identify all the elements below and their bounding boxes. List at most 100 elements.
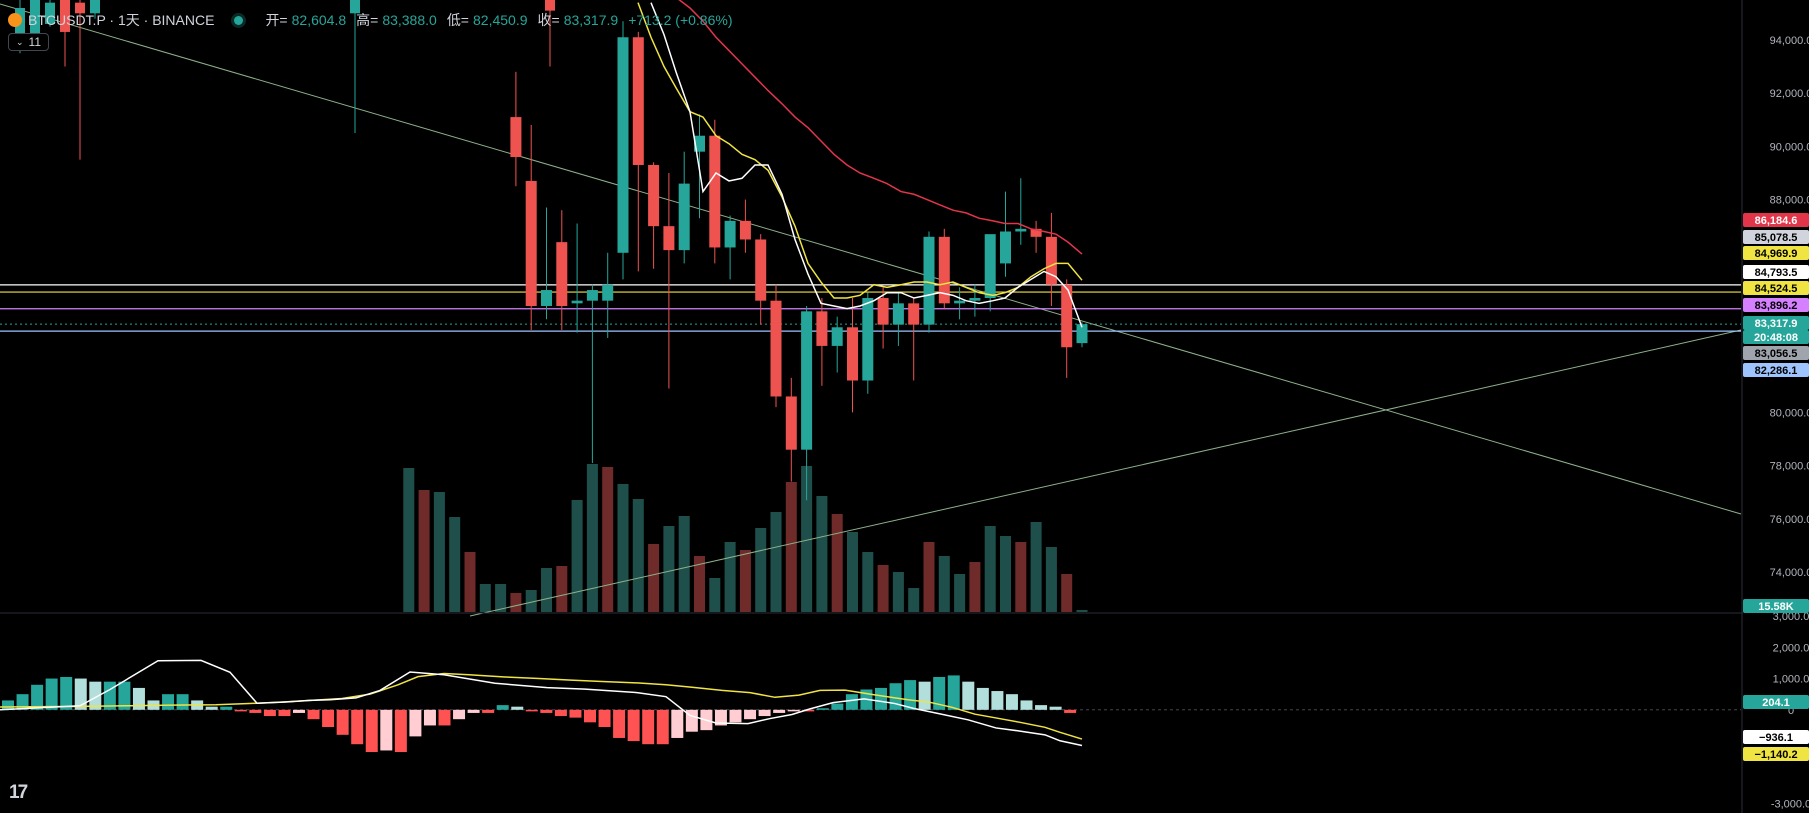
candle-body xyxy=(969,298,981,301)
candle-body xyxy=(954,300,966,304)
volume-bar xyxy=(816,496,828,612)
close-value: 83,317.9 xyxy=(563,12,619,28)
volume-bar xyxy=(739,550,751,612)
macd-histogram-bar xyxy=(249,709,262,713)
macd-histogram-bar xyxy=(554,709,567,717)
candle-body xyxy=(75,2,85,14)
macd-histogram-bar xyxy=(89,681,102,710)
volume-bar xyxy=(1061,574,1073,612)
macd-histogram-bar xyxy=(60,676,73,710)
macd-histogram-bar xyxy=(947,675,960,710)
macd-histogram-bar xyxy=(991,691,1004,710)
volume-bar xyxy=(770,512,782,612)
macd-histogram-bar xyxy=(307,709,320,720)
indicator-count: 11 xyxy=(28,35,42,49)
macd-histogram-bar xyxy=(162,694,175,710)
volume-bar xyxy=(755,528,767,612)
candle-body xyxy=(602,284,614,301)
price-tag-bg xyxy=(1743,281,1809,295)
candle-body xyxy=(694,135,705,152)
macd-histogram-bar xyxy=(787,709,800,712)
macd-tick-label: 2,000.0 xyxy=(1773,642,1809,654)
macd-histogram-bar xyxy=(496,705,509,710)
macd-histogram-bar xyxy=(45,678,58,710)
macd-histogram-bar xyxy=(511,706,524,710)
volume-bar xyxy=(571,500,583,612)
macd-histogram-bar xyxy=(293,709,305,713)
candle-body xyxy=(350,0,360,14)
volume-bar xyxy=(923,542,935,612)
price-tag-bg xyxy=(1743,246,1809,260)
indicators-toggle-button[interactable]: ⌄ 11 xyxy=(8,33,50,51)
symbol-title[interactable]: BTCUSDT.P · 1天 · BINANCE xyxy=(28,12,215,28)
macd-histogram-bar xyxy=(1064,709,1077,713)
price-tag-bg xyxy=(1743,363,1809,377)
volume-bar xyxy=(724,542,736,612)
price-tag-bg xyxy=(1743,298,1809,312)
price-tag: 83,056.5 xyxy=(1755,348,1798,360)
candle-body xyxy=(45,2,55,24)
price-tag-bg xyxy=(1743,316,1809,330)
volume-bar xyxy=(1045,547,1057,612)
price-tick-label: 74,000.0 xyxy=(1770,567,1809,579)
candle-body xyxy=(770,300,782,397)
macd-histogram-bar xyxy=(976,687,989,710)
macd-tick-label: -3,000.0 xyxy=(1771,799,1809,811)
tradingview-logo-text: 17 xyxy=(9,782,28,803)
price-tag: 83,317.9 xyxy=(1755,318,1798,330)
candle-body xyxy=(847,327,858,381)
volume-bar xyxy=(785,482,797,612)
macd-line xyxy=(0,659,1083,747)
macd-tag: 204.1 xyxy=(1762,697,1790,709)
macd-histogram-bar xyxy=(220,706,233,710)
macd-histogram-bar xyxy=(758,709,771,717)
macd-histogram-bar xyxy=(744,709,757,720)
macd-histogram-bar xyxy=(1020,700,1033,710)
volume-bar xyxy=(479,584,491,612)
high-label: 高= xyxy=(356,12,379,28)
volume-bar xyxy=(632,499,644,612)
macd-histogram-bar xyxy=(598,709,611,728)
volume-bar xyxy=(1030,522,1042,612)
volume-bar xyxy=(556,566,568,612)
macd-tick-label: 1,000.0 xyxy=(1773,674,1809,686)
macd-histogram-bar xyxy=(816,708,829,710)
volume-bar xyxy=(525,590,537,612)
macd-histogram-bar xyxy=(336,709,349,735)
volume-bar xyxy=(602,467,614,612)
candle-body xyxy=(908,303,920,325)
market-status-icon xyxy=(234,15,244,25)
volume-bar xyxy=(510,593,522,612)
tradingview-logo[interactable]: 17 xyxy=(9,782,28,804)
candle-body xyxy=(892,303,904,325)
price-tag-bg xyxy=(1743,346,1809,360)
volume-bar xyxy=(938,556,950,612)
price-tag-bg xyxy=(1743,213,1809,227)
candle-body xyxy=(648,164,660,227)
price-tick-label: 94,000.0 xyxy=(1770,35,1809,47)
candle-body xyxy=(30,0,40,35)
macd-histogram-bar xyxy=(31,684,44,710)
price-tick-label: 88,000.0 xyxy=(1770,195,1809,207)
candle-body xyxy=(1061,284,1073,348)
candle-body xyxy=(1045,236,1057,285)
volume-bar xyxy=(908,588,920,612)
volume-bar xyxy=(862,552,874,612)
low-label: 低= xyxy=(446,12,469,28)
price-tick-label: 90,000.0 xyxy=(1770,141,1809,153)
macd-histogram-bar xyxy=(1049,706,1062,710)
macd-histogram-bar xyxy=(205,706,218,710)
candle-body xyxy=(545,0,555,11)
macd-histogram-bar xyxy=(613,709,626,738)
price-tag: 83,896.2 xyxy=(1755,300,1798,312)
price-tag: 20:48:08 xyxy=(1754,332,1798,344)
macd-histogram-bar xyxy=(438,709,451,726)
volume-bar xyxy=(984,526,996,612)
open-value: 82,604.8 xyxy=(291,12,347,28)
candle-body xyxy=(923,236,935,325)
chevron-down-icon: ⌄ xyxy=(16,36,24,47)
candle-body xyxy=(60,0,70,32)
candle-body xyxy=(801,311,813,450)
macd-histogram-bar xyxy=(933,676,946,710)
